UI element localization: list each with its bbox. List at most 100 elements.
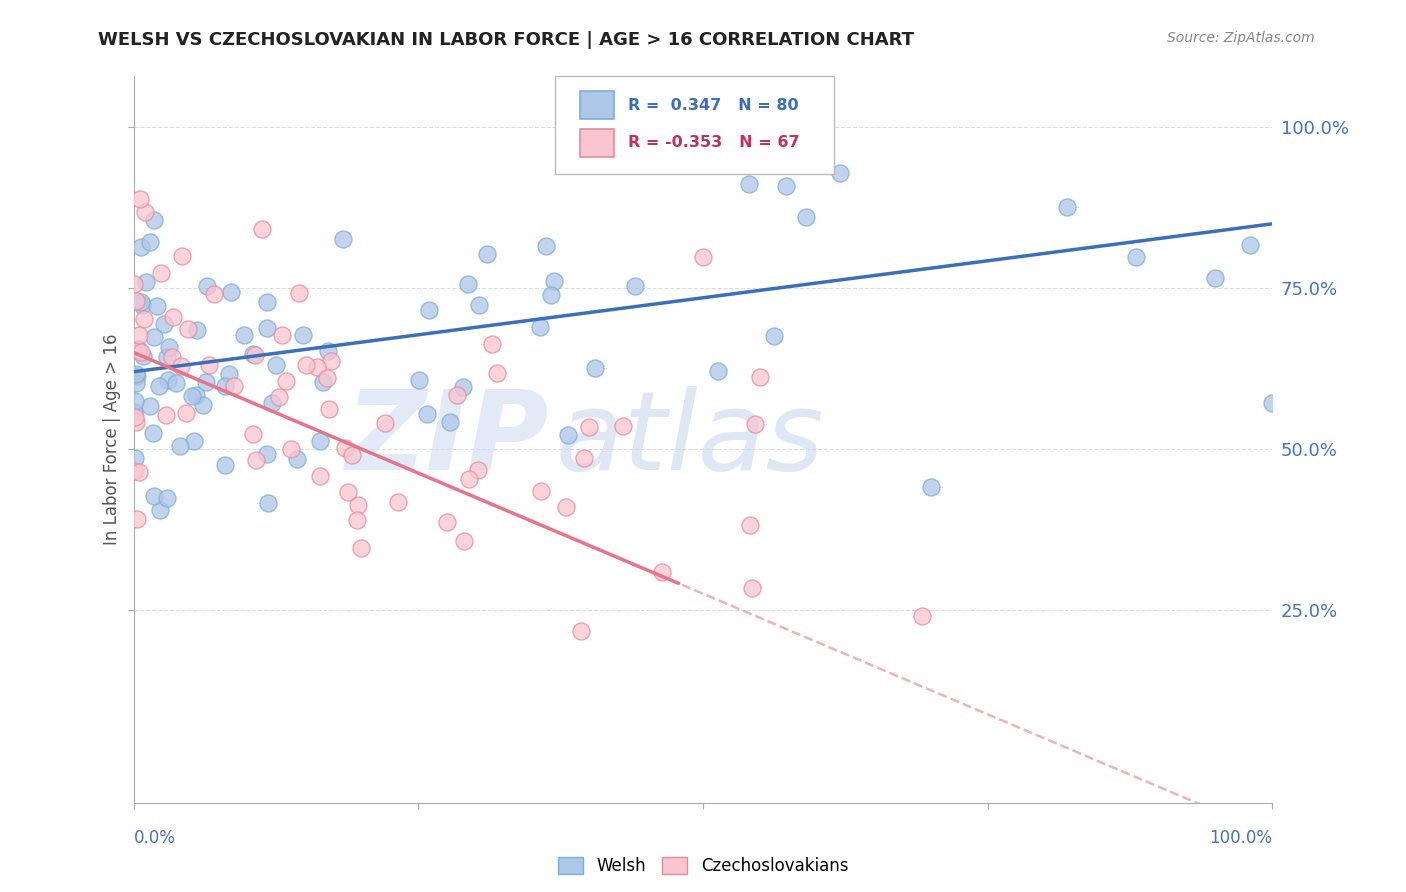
Point: [481, 336, 503, 351]
Text: WELSH VS CZECHOSLOVAKIAN IN LABOR FORCE | AGE > 16 CORRELATION CHART: WELSH VS CZECHOSLOVAKIAN IN LABOR FORCE …: [98, 31, 914, 49]
Y-axis label: In Labor Force | Age > 16: In Labor Force | Age > 16: [103, 334, 121, 545]
Point: [457, 471, 479, 485]
Point: [122, 464, 145, 478]
Point: [125, 415, 148, 429]
Point: [316, 370, 339, 384]
Point: [340, 448, 363, 462]
Point: [170, 249, 193, 263]
Point: [202, 287, 225, 301]
Point: [256, 320, 278, 334]
Point: [569, 624, 592, 638]
Text: 0.0%: 0.0%: [134, 829, 176, 847]
Point: [195, 279, 218, 293]
Point: [612, 419, 634, 434]
Point: [416, 407, 439, 421]
Point: [218, 367, 240, 381]
Point: [1204, 271, 1226, 285]
Point: [308, 434, 330, 448]
Point: [128, 192, 150, 206]
Point: [242, 426, 264, 441]
Point: [741, 581, 763, 595]
Point: [1056, 200, 1078, 214]
Point: [318, 401, 340, 416]
Point: [274, 374, 297, 388]
Point: [332, 232, 354, 246]
Point: [775, 178, 797, 193]
Point: [191, 398, 214, 412]
Point: [309, 469, 332, 483]
Point: [131, 298, 153, 312]
Point: [557, 428, 579, 442]
Point: [128, 328, 150, 343]
Point: [692, 250, 714, 264]
Point: [1261, 396, 1284, 410]
Point: [583, 361, 606, 376]
Text: R =  0.347   N = 80: R = 0.347 N = 80: [628, 98, 799, 112]
Point: [333, 441, 356, 455]
Point: [148, 379, 170, 393]
Point: [170, 359, 193, 374]
Point: [139, 399, 162, 413]
Point: [149, 503, 172, 517]
Point: [256, 294, 278, 309]
Point: [555, 500, 578, 515]
Point: [131, 349, 153, 363]
Point: [156, 350, 179, 364]
Point: [574, 450, 596, 465]
Point: [1239, 237, 1261, 252]
Point: [160, 350, 183, 364]
Point: [124, 393, 146, 408]
Point: [446, 388, 468, 402]
Text: atlas: atlas: [555, 386, 824, 492]
Point: [408, 373, 430, 387]
Point: [271, 328, 294, 343]
Point: [346, 498, 368, 512]
Point: [744, 417, 766, 432]
Point: [186, 388, 208, 402]
Point: [125, 294, 148, 309]
Point: [453, 380, 475, 394]
Point: [157, 373, 180, 387]
Point: [294, 358, 316, 372]
Point: [457, 277, 479, 292]
Point: [436, 515, 458, 529]
Point: [540, 288, 562, 302]
Point: [162, 310, 184, 325]
Point: [197, 358, 219, 372]
Point: [142, 213, 165, 227]
Point: [312, 375, 335, 389]
Point: [285, 451, 308, 466]
Point: [624, 279, 647, 293]
Point: [142, 330, 165, 344]
Point: [749, 370, 772, 384]
Point: [920, 479, 942, 493]
Point: [1125, 250, 1147, 264]
Point: [122, 405, 145, 419]
Legend: Welsh, Czechoslovakians: Welsh, Czechoslovakians: [558, 856, 848, 875]
Point: [350, 541, 373, 556]
Point: [828, 166, 851, 180]
Point: [262, 396, 284, 410]
Point: [169, 439, 191, 453]
Point: [762, 329, 785, 343]
Point: [264, 358, 287, 372]
FancyBboxPatch shape: [581, 91, 614, 119]
Point: [453, 533, 475, 548]
Point: [467, 463, 489, 477]
Point: [127, 342, 149, 356]
Point: [146, 299, 169, 313]
Point: [439, 415, 461, 429]
Point: [233, 328, 256, 343]
Point: [153, 317, 176, 331]
Point: [157, 339, 180, 353]
Point: [387, 495, 409, 509]
Point: [245, 453, 267, 467]
Point: [135, 276, 157, 290]
Point: [316, 344, 339, 359]
Point: [219, 285, 242, 299]
Point: [321, 354, 343, 368]
Point: [127, 343, 149, 357]
Point: [129, 294, 152, 309]
Point: [288, 285, 311, 300]
Point: [155, 408, 177, 422]
